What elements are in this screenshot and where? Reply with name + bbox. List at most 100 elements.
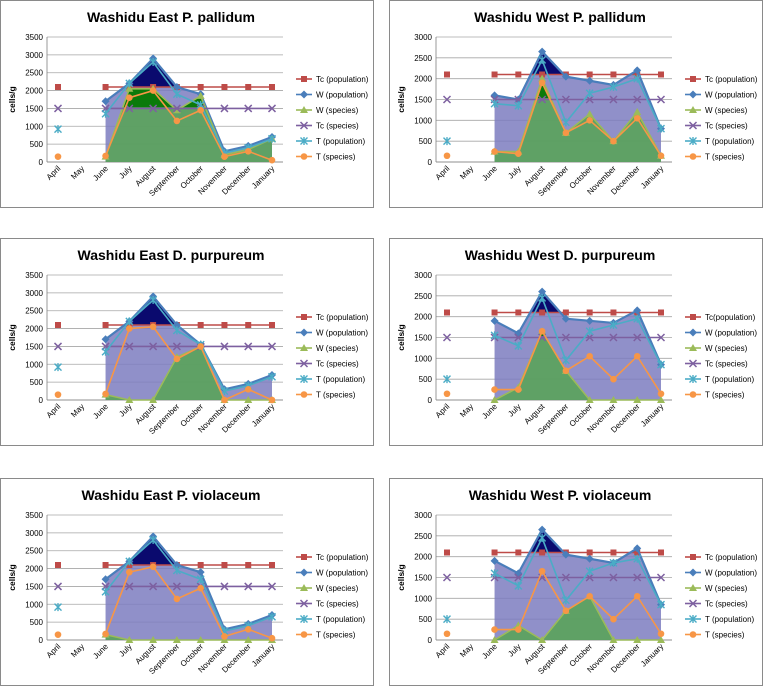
- data-point-w-sp: [490, 396, 499, 403]
- x-tick-label: April: [434, 402, 452, 420]
- series-t-sp: [443, 79, 665, 160]
- data-point-t-sp: [562, 367, 570, 375]
- series-t-pop: [443, 533, 665, 624]
- series-t-sp: [54, 563, 276, 642]
- legend-label: Tc (species): [316, 122, 359, 131]
- chart-panel-west-p-violaceum: Washidu West P. violaceum 0 500 1000 1500 200…: [389, 478, 763, 686]
- data-point-w-sp: [538, 74, 547, 82]
- series-line-t-sp: [494, 329, 662, 395]
- legend-label: T (species): [316, 153, 356, 162]
- chart-svg: Washidu West D. purpureum 0 500 1000 1500 200…: [396, 247, 757, 436]
- legend-marker: [689, 584, 697, 591]
- data-point-t-pop: [125, 317, 134, 326]
- legend-marker: [689, 90, 697, 99]
- data-point-t-sp: [443, 630, 451, 638]
- legend-item-tc-sp: Tc (species): [296, 599, 359, 609]
- y-tick-label: 3500: [25, 271, 43, 280]
- data-point-tc-sp: [609, 333, 618, 342]
- y-tick-label: 3000: [414, 511, 432, 520]
- data-point-t-sp: [610, 375, 617, 383]
- data-point-tc-sp: [149, 104, 158, 113]
- w-population-peak-area: [124, 536, 177, 565]
- data-point-tc-pop: [491, 71, 498, 78]
- data-point-t-sp: [244, 147, 252, 155]
- legend-item-tc-pop: Tc (population): [296, 75, 369, 84]
- data-point-w-sp: [633, 636, 642, 643]
- chart-title: Washidu East P. pallidum: [87, 9, 255, 25]
- data-point-tc-sp: [442, 333, 452, 342]
- x-tick-label: July: [506, 642, 522, 658]
- data-point-w-sp: [538, 636, 547, 643]
- data-point-tc-sp: [442, 573, 452, 582]
- y-tick-label: 1000: [25, 600, 43, 609]
- data-point-t-sp: [126, 568, 133, 576]
- legend-item-w-pop: W (population): [296, 328, 368, 338]
- data-point-tc-sp: [561, 333, 570, 342]
- data-point-tc-pop: [269, 322, 275, 328]
- y-tick-label: 2500: [25, 307, 43, 316]
- data-point-t-sp: [149, 87, 157, 94]
- y-tick-label: 0: [39, 158, 44, 167]
- data-point-t-pop: [609, 321, 618, 329]
- x-tick-label: May: [458, 164, 475, 181]
- data-point-tc-sp: [244, 342, 253, 351]
- legend-label: W (population): [316, 91, 368, 100]
- data-point-tc-sp: [561, 573, 570, 582]
- data-point-w-pop: [585, 76, 594, 85]
- x-tick-label: July: [117, 164, 133, 180]
- data-point-w-pop: [538, 47, 547, 56]
- chart-panel-west-d-purpureum: Washidu West D. purpureum 0 500 1000 1500 200…: [389, 238, 763, 446]
- data-point-w-sp: [244, 636, 253, 643]
- legend-label: Tc (population): [705, 553, 758, 562]
- legend-marker: [689, 568, 697, 577]
- data-point-t-pop: [514, 581, 523, 590]
- data-point-tc-pop: [610, 309, 617, 316]
- data-point-t-sp: [633, 114, 641, 122]
- data-point-t-sp: [268, 396, 276, 404]
- data-point-tc-pop: [102, 562, 109, 568]
- legend-item-tc-pop: Tc (population): [685, 75, 758, 84]
- x-tick-label: June: [91, 402, 110, 421]
- series-t-pop: [443, 293, 665, 384]
- y-tick-label: 0: [39, 636, 44, 645]
- chart-svg: Washidu East D. purpureum 0 500 1000 1500 200…: [7, 247, 369, 436]
- data-point-t-sp: [443, 390, 451, 398]
- data-point-tc-sp: [633, 95, 642, 104]
- legend-marker: [299, 599, 309, 608]
- legend-item-tc-sp: Tc (species): [685, 599, 748, 609]
- data-point-t-sp: [197, 343, 204, 350]
- y-tick-label: 500: [30, 618, 44, 627]
- data-point-t-sp: [149, 563, 157, 571]
- y-tick-label: 500: [30, 378, 44, 387]
- legend-item-w-sp: W (species): [685, 106, 748, 115]
- legend-marker: [300, 631, 308, 638]
- x-tick-label: January: [639, 402, 665, 428]
- data-point-tc-pop: [539, 549, 546, 556]
- data-point-t-sp: [244, 385, 252, 393]
- data-point-t-sp: [221, 396, 228, 404]
- data-point-tc-sp: [244, 582, 253, 591]
- series-line-t-sp: [494, 569, 662, 635]
- data-point-tc-pop: [221, 84, 228, 90]
- chart-title: Washidu West P. violaceum: [469, 487, 652, 503]
- legend-item-tc-pop: Tc (population): [296, 313, 369, 322]
- data-point-tc-pop: [491, 309, 498, 316]
- y-tick-label: 3500: [25, 33, 43, 42]
- y-tick-label: 2000: [25, 87, 43, 96]
- legend-marker: [300, 153, 308, 160]
- y-tick-label: 0: [39, 396, 44, 405]
- legend-marker: [300, 391, 308, 398]
- data-point-tc-sp: [633, 573, 642, 582]
- data-point-t-pop: [561, 118, 570, 127]
- data-point-t-pop: [609, 83, 618, 91]
- data-point-w-sp: [585, 110, 594, 118]
- legend-marker: [300, 106, 308, 113]
- legend-item-tc-pop: Tc(population): [685, 313, 756, 322]
- y-tick-label: 2500: [414, 54, 432, 63]
- legend-item-w-sp: W (species): [296, 344, 359, 353]
- data-point-tc-sp: [125, 342, 134, 351]
- legend-label: Tc(population): [705, 313, 756, 322]
- data-point-t-pop: [490, 331, 499, 340]
- x-tick-label: May: [69, 164, 86, 181]
- legend-label: Tc (species): [316, 600, 359, 609]
